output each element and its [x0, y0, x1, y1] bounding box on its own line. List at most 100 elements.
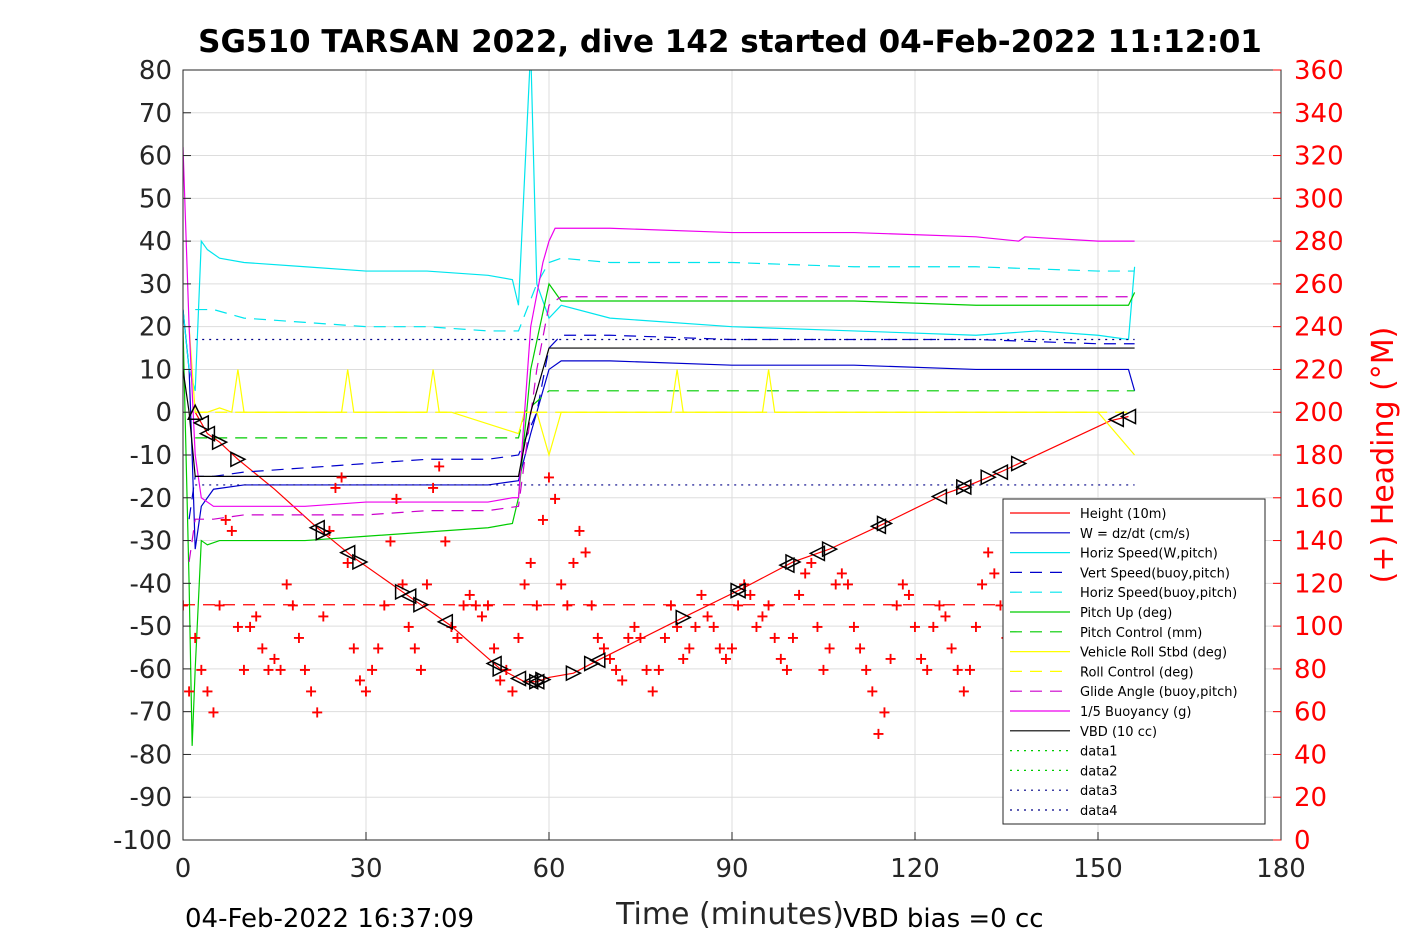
turn-marker	[528, 673, 545, 690]
heading-marker: +	[920, 660, 933, 679]
heading-marker: +	[420, 574, 433, 593]
heading-marker: +	[701, 606, 714, 625]
y2-tick-label: 100	[1294, 612, 1344, 642]
series-horiz-speed-buoy-pitch	[195, 257, 1135, 332]
y2-tick-label: 160	[1294, 484, 1344, 514]
y2-tick-label: 280	[1294, 227, 1344, 257]
heading-marker: +	[201, 681, 214, 700]
turn-marker	[352, 553, 369, 571]
heading-marker: +	[652, 660, 665, 679]
heading-marker: +	[329, 478, 342, 497]
heading-marker: +	[225, 521, 238, 540]
heading-marker: +	[628, 617, 641, 636]
heading-marker: +	[579, 542, 592, 561]
heading-marker: +	[798, 564, 811, 583]
heading-marker: +	[615, 671, 628, 690]
legend-label: Glide Angle (buoy,pitch)	[1080, 685, 1238, 700]
y-tick-label: -30	[130, 527, 172, 557]
heading-marker: +	[805, 553, 818, 572]
heading-marker: +	[811, 617, 824, 636]
heading-marker: +	[524, 553, 537, 572]
heading-marker: +	[609, 660, 622, 679]
legend-label: Pitch Up (deg)	[1080, 606, 1172, 621]
legend: Height (10m) W = dz/dt (cm/s) Horiz Speed(…	[1002, 498, 1266, 825]
heading-marker: +	[512, 628, 525, 647]
y-tick-label: 60	[139, 142, 172, 172]
heading-marker: +	[670, 617, 683, 636]
heading-marker: +	[768, 628, 781, 647]
heading-marker: +	[317, 606, 330, 625]
heading-marker: +	[304, 681, 317, 700]
y2-tick-label: 0	[1294, 826, 1311, 856]
heading-marker: +	[884, 649, 897, 668]
y-axis-right-label: (+) Heading (°M)	[1366, 327, 1401, 584]
heading-marker: +	[597, 639, 610, 658]
y-tick-label: 20	[139, 313, 172, 343]
heading-marker: +	[683, 639, 696, 658]
y2-tick-label: 140	[1294, 527, 1344, 557]
turn-marker	[400, 587, 417, 605]
y2-tick-label: 320	[1294, 142, 1344, 172]
y2-tick-label: 60	[1294, 698, 1327, 728]
x-tick-label: 180	[1256, 854, 1306, 884]
series-pitch-control-mm	[195, 390, 1135, 439]
turn-marker	[869, 518, 887, 535]
series-group: ++++++++++++++++++++++++++++++++++++++++…	[183, 70, 1141, 746]
turn-marker	[413, 596, 430, 613]
heading-marker: +	[585, 596, 598, 615]
heading-marker: +	[927, 617, 940, 636]
turn-marker	[535, 671, 552, 688]
turn-marker	[1119, 408, 1137, 425]
heading-marker: +	[439, 532, 452, 551]
y2-tick-label: 80	[1294, 655, 1327, 685]
heading-marker: +	[469, 596, 482, 615]
heading-marker: +	[853, 639, 866, 658]
turn-marker	[821, 540, 839, 558]
heading-marker: +	[933, 596, 946, 615]
series-horiz-speed-w-pitch	[183, 70, 1136, 391]
y2-tick-label: 340	[1294, 99, 1344, 129]
series-pitch-up-deg	[183, 282, 1136, 746]
heading-marker: +	[268, 649, 281, 668]
heading-marker: +	[262, 660, 275, 679]
heading-marker: +	[719, 649, 732, 668]
series-vehicle-roll-stbd-deg	[188, 326, 1136, 458]
turn-marker	[808, 545, 826, 562]
x-tick-label: 30	[349, 854, 382, 884]
turn-marker	[492, 660, 509, 678]
x-tick-label: 90	[715, 854, 748, 884]
y-tick-label: -50	[130, 612, 172, 642]
heading-marker: +	[530, 596, 543, 615]
heading-marker: +	[408, 639, 421, 658]
y-tick-label: 30	[139, 270, 172, 300]
heading-marker: +	[548, 489, 561, 508]
heading-marker: +	[731, 596, 744, 615]
heading-marker: +	[567, 553, 580, 572]
heading-marker: +	[396, 574, 409, 593]
heading-marker: +	[786, 628, 799, 647]
heading-marker: +	[689, 617, 702, 636]
heading-marker: +	[371, 639, 384, 658]
heading-marker: +	[945, 639, 958, 658]
heading-marker: +	[890, 596, 903, 615]
heading-marker: +	[707, 617, 720, 636]
heading-marker: +	[384, 532, 397, 551]
y-tick-label: 80	[139, 56, 172, 86]
heading-marker: +	[249, 606, 262, 625]
turn-marker	[198, 425, 216, 442]
heading-marker: +	[554, 574, 567, 593]
y-axis-right-ticks: 3603403203002802602402202001801601401201…	[1273, 56, 1344, 856]
heading-marker: +	[646, 681, 659, 700]
y2-tick-label: 40	[1294, 740, 1327, 770]
heading-marker: +	[219, 510, 232, 529]
y-tick-label: 50	[139, 184, 172, 214]
y2-tick-label: 120	[1294, 569, 1344, 599]
heading-marker: +	[475, 606, 488, 625]
heading-marker: +	[713, 639, 726, 658]
turn-marker	[230, 451, 247, 468]
turn-marker	[955, 478, 972, 496]
y2-tick-label: 200	[1294, 398, 1344, 428]
y-tick-label: 40	[139, 227, 172, 257]
heading-marker: +	[975, 574, 988, 593]
heading-marker: +	[378, 596, 391, 615]
